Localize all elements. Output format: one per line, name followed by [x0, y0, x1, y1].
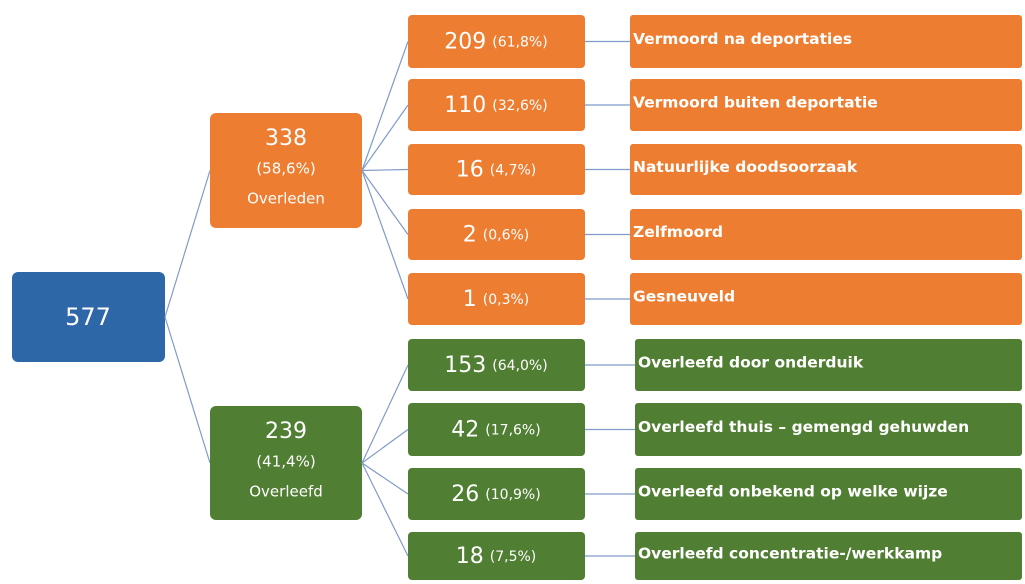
- description-label: Natuurlijke doodsoorzaak: [633, 158, 858, 176]
- connector: [361, 104, 409, 171]
- child-number: 2: [463, 223, 477, 248]
- child-value: 42 (17,6%): [451, 418, 540, 443]
- root-box: [12, 272, 165, 362]
- child-percent: (4,7%): [490, 163, 537, 179]
- child-percent: (17,6%): [485, 423, 540, 439]
- connector: [361, 41, 409, 171]
- group-value: 239: [265, 419, 307, 444]
- connector: [164, 170, 211, 318]
- child-percent: (64,0%): [492, 358, 547, 374]
- child-number: 16: [456, 158, 484, 183]
- group-box: [210, 406, 362, 520]
- child-percent: (0,6%): [483, 228, 530, 244]
- root-label: 577: [65, 303, 111, 331]
- description-box: [630, 209, 1022, 260]
- group-percent: (58,6%): [256, 160, 315, 178]
- child-value: 110 (32,6%): [444, 93, 547, 118]
- child-value: 2 (0,6%): [463, 223, 530, 248]
- child-value: 153 (64,0%): [444, 353, 547, 378]
- connector: [361, 170, 409, 300]
- child-box: [408, 273, 585, 325]
- description-box: [635, 339, 1022, 391]
- group-label: Overleefd: [249, 483, 323, 501]
- group-label: Overleden: [247, 190, 325, 208]
- description-label: Vermoord buiten deportatie: [633, 94, 878, 112]
- child-number: 42: [451, 418, 479, 443]
- description-label: Overleefd door onderduik: [638, 354, 864, 372]
- child-value: 18 (7,5%): [456, 544, 537, 569]
- connector: [361, 170, 409, 235]
- group-box: [210, 113, 362, 228]
- child-percent: (61,8%): [492, 35, 547, 51]
- connector: [164, 316, 211, 464]
- description-box: [630, 15, 1022, 68]
- group-value: 338: [265, 126, 307, 151]
- connector: [361, 462, 409, 557]
- child-number: 18: [456, 544, 484, 569]
- connector: [361, 168, 409, 172]
- child-box: [408, 209, 585, 260]
- description-label: Gesneuveld: [633, 288, 735, 306]
- description-label: Overleefd onbekend op welke wijze: [638, 483, 948, 501]
- description-box: [630, 144, 1022, 195]
- child-percent: (10,9%): [485, 487, 540, 503]
- description-box: [630, 79, 1022, 131]
- description-box: [635, 403, 1022, 456]
- child-value: 209 (61,8%): [444, 30, 547, 55]
- child-number: 110: [444, 93, 486, 118]
- connector: [361, 364, 409, 464]
- child-value: 1 (0,3%): [463, 287, 530, 312]
- child-box: [408, 403, 585, 456]
- child-percent: (0,3%): [483, 292, 530, 308]
- child-box: [408, 339, 585, 391]
- child-box: [408, 79, 585, 131]
- group-percent: (41,4%): [256, 453, 315, 471]
- child-value: 26 (10,9%): [451, 482, 540, 507]
- child-box: [408, 144, 585, 195]
- description-label: Zelfmoord: [633, 223, 723, 241]
- child-value: 16 (4,7%): [456, 158, 537, 183]
- description-box: [635, 468, 1022, 520]
- child-box: [408, 532, 585, 580]
- description-box: [635, 532, 1022, 580]
- description-box: [630, 273, 1022, 325]
- child-box: [408, 468, 585, 520]
- child-box: [408, 15, 585, 68]
- child-number: 1: [463, 287, 477, 312]
- child-number: 26: [451, 482, 479, 507]
- description-label: Vermoord na deportaties: [633, 30, 852, 48]
- description-label: Overleefd concentratie-/werkkamp: [638, 545, 942, 563]
- child-percent: (32,6%): [492, 98, 547, 114]
- child-number: 209: [444, 30, 486, 55]
- description-label: Overleefd thuis – gemengd gehuwden: [638, 418, 969, 436]
- connector: [361, 429, 409, 464]
- child-number: 153: [444, 353, 486, 378]
- connector: [361, 462, 409, 495]
- child-percent: (7,5%): [490, 549, 537, 565]
